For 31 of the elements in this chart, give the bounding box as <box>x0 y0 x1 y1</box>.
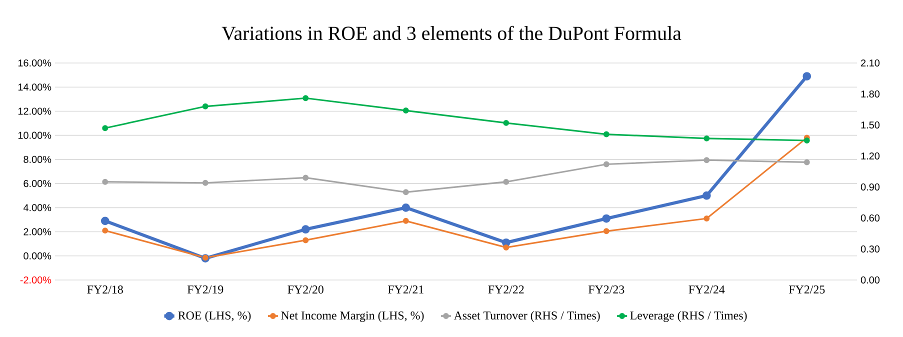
y-tick-label: 10.00% <box>18 132 52 139</box>
x-tick-label: FY2/23 <box>588 286 624 294</box>
y2-tick-label: 1.80 <box>861 90 880 98</box>
x-tick-label: FY2/21 <box>388 286 424 294</box>
x-tick-label: FY2/24 <box>688 286 725 294</box>
x-tick-label: FY2/20 <box>288 286 324 294</box>
x-tick-label: FY2/18 <box>87 286 123 294</box>
y-tick-label: 8.00% <box>24 156 52 163</box>
y2-tick-label: 1.20 <box>861 152 880 160</box>
y-tick-label: 16.00% <box>18 59 52 67</box>
x-tick-label: FY2/22 <box>488 286 524 294</box>
y-tick-label: 14.00% <box>18 84 52 91</box>
x-tick-label: FY2/25 <box>788 286 825 294</box>
y2-tick-label: 0.90 <box>860 183 880 191</box>
y-tick-label: 2.00% <box>24 228 52 236</box>
legend-label: ROE (LHS, %) <box>178 311 251 322</box>
y2-tick-label: 0.60 <box>860 214 880 222</box>
y2-tick-label: 1.50 <box>861 121 880 129</box>
y-tick-label: 4.00% <box>23 204 52 212</box>
y-tick-label: 6.00% <box>24 180 52 188</box>
legend-label: Leverage (RHS / Times) <box>630 311 747 322</box>
y-tick-label: 12.00% <box>18 108 52 115</box>
y2-tick-label: 2.10 <box>861 59 880 67</box>
x-tick-label: FY2/19 <box>187 286 224 294</box>
legend-label: Asset Turnover (RHS / Times) <box>454 311 600 322</box>
legend-label: Net Income Margin (LHS, %) <box>281 311 424 322</box>
y2-tick-label: 0.30 <box>860 245 880 253</box>
y2-tick-label: 0.00 <box>860 276 880 284</box>
y-tick-label: 0.00% <box>24 252 52 260</box>
y-tick-label: -2.00% <box>20 276 52 284</box>
chart-title: Variations in ROE and 3 elements of the DuPont Formula <box>222 26 682 40</box>
